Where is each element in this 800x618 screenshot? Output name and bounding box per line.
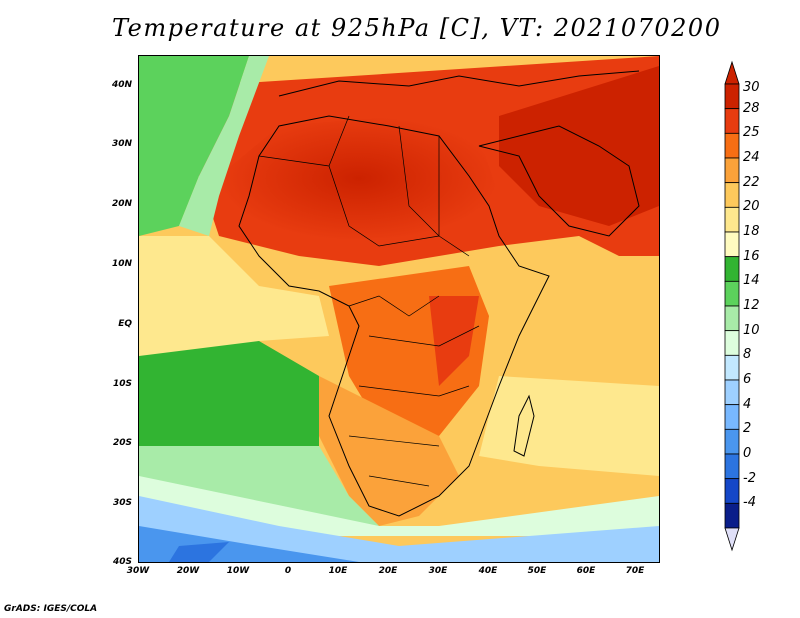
colorbar-swatch [724, 478, 740, 504]
colorbar-label: 8 [743, 347, 752, 363]
country-borders [258, 115, 480, 487]
colorbar-swatch [724, 132, 740, 159]
field-indian-ocean-south [479, 376, 659, 476]
colorbar-label: 18 [743, 224, 760, 239]
colorbar-swatch [724, 280, 740, 307]
field-southern-africa [319, 376, 459, 526]
colorbar-swatch [724, 330, 740, 356]
colorbar-label: 10 [743, 322, 760, 338]
colorbar-swatch [724, 428, 740, 455]
field-south-atlantic-green [139, 341, 319, 476]
coastline-arabia [478, 125, 640, 237]
coastline-africa [238, 115, 550, 517]
y-tick-10s: 10S [112, 379, 132, 389]
colorbar-swatch [724, 256, 740, 282]
y-tick-10n: 10N [111, 259, 132, 269]
colorbar-swatch [724, 83, 740, 110]
y-tick-20n: 20N [111, 199, 132, 209]
colorbar-swatch [724, 354, 740, 381]
colorbar-label: 20 [743, 199, 760, 215]
y-tick-30s: 30S [112, 498, 132, 508]
field-east-africa [429, 296, 479, 386]
coastline-europe [278, 70, 640, 97]
field-indian-ocean [489, 256, 659, 406]
x-tick-70e: 70E [625, 566, 645, 576]
colorbar-swatch [724, 453, 740, 480]
y-tick-40n: 40N [111, 80, 132, 90]
colorbar-label: 22 [743, 174, 760, 190]
x-tick-50e: 50E [527, 566, 547, 576]
x-tick-10w: 10W [226, 566, 250, 576]
colorbar-swatch [724, 157, 740, 184]
x-tick-30e: 30E [428, 566, 448, 576]
field-atlantic-north-edge [179, 56, 269, 236]
colorbar-label: 14 [743, 273, 760, 289]
colorbar-label: -2 [743, 470, 756, 486]
colorbar-swatch [724, 502, 740, 529]
colorbar-swatch [724, 108, 740, 134]
x-tick-0: 0 [284, 566, 292, 576]
x-tick-60e: 60E [576, 566, 596, 576]
map-title: Temperature at 925hPa [C], VT: 202107020… [112, 14, 722, 42]
temperature-map [138, 55, 660, 563]
y-tick-eq: EQ [118, 319, 132, 329]
colorbar-arrow-top [724, 60, 740, 85]
colorbar-label: 16 [743, 248, 760, 264]
field-south-cyan [139, 476, 659, 536]
x-tick-20w: 20W [176, 566, 200, 576]
y-tick-20s: 20S [112, 438, 132, 448]
y-tick-30n: 30N [111, 139, 132, 149]
colorbar-label: 0 [743, 446, 752, 461]
colorbar-swatch [724, 206, 740, 233]
x-tick-30w: 30W [126, 566, 150, 576]
colorbar-swatch [724, 182, 740, 208]
colorbar-label: 24 [743, 150, 760, 165]
coastline-madagascar [513, 394, 535, 457]
x-tick-10e: 10E [328, 566, 348, 576]
colorbar-swatch [724, 231, 740, 258]
colorbar [724, 60, 740, 552]
colorbar-label: 12 [743, 298, 760, 313]
field-atlantic-north [139, 56, 249, 236]
field-sahara-core [219, 116, 499, 241]
field-arabia-core [499, 66, 659, 226]
x-tick-20e: 20E [378, 566, 398, 576]
colorbar-arrow-bottom [724, 527, 740, 552]
field-atlantic-tropic [139, 236, 329, 356]
colorbar-label: -4 [743, 495, 756, 511]
y-tick-40s: 40S [112, 557, 132, 567]
grads-credit: GrADS: IGES/COLA [4, 604, 98, 614]
colorbar-swatch [724, 379, 740, 406]
field-south-deep-patch [169, 542, 229, 562]
colorbar-label: 4 [743, 396, 752, 412]
field-south-blue [139, 496, 659, 562]
colorbar-swatch [724, 404, 740, 430]
x-tick-40e: 40E [478, 566, 498, 576]
colorbar-label: 30 [743, 80, 760, 95]
colorbar-label: 6 [743, 372, 752, 387]
colorbar-swatch [724, 305, 740, 332]
colorbar-label: 28 [743, 100, 760, 116]
colorbar-label: 2 [743, 421, 752, 437]
map-field [139, 56, 659, 562]
colorbar-label: 25 [743, 125, 760, 141]
